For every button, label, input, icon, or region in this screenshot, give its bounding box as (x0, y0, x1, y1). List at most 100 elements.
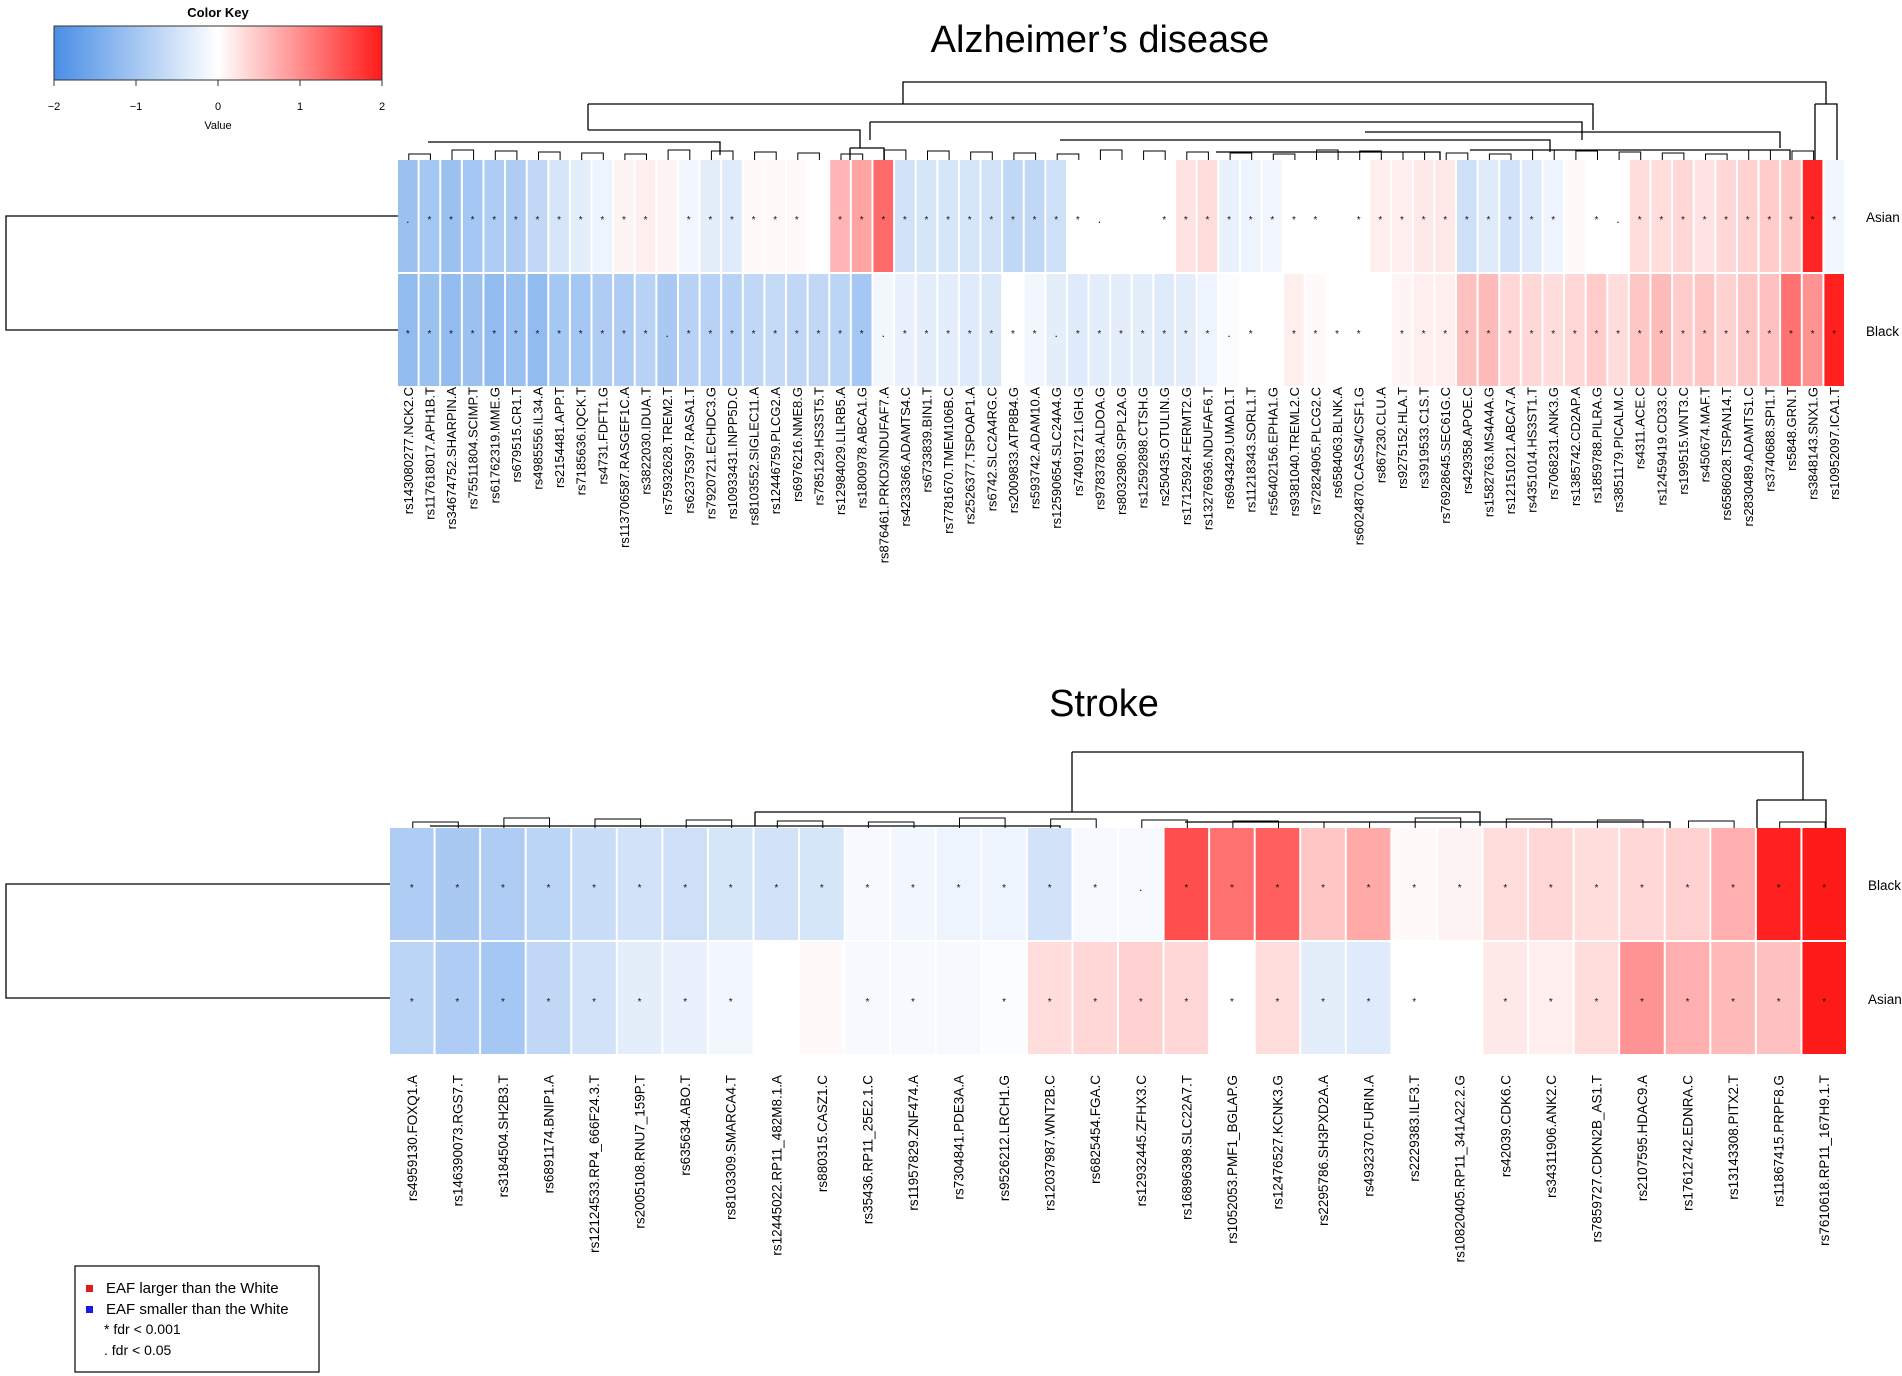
alz-leaf-branch (1791, 150, 1815, 160)
alz-column-label: rs4351014.HS3ST1.T (1525, 387, 1540, 513)
alz-significance-mark: * (1595, 329, 1599, 340)
stroke-column-label: rs2005108.RNU7_159P.T (633, 1075, 648, 1229)
alz-significance-mark: * (752, 215, 756, 226)
alz-significance-mark: * (1746, 329, 1750, 340)
alz-leaf-branch (1229, 152, 1253, 160)
stroke-significance-mark: . (1139, 880, 1142, 894)
alz-significance-mark: * (1205, 329, 1209, 340)
stroke-significance-mark: * (1367, 883, 1371, 894)
alz-cell (1651, 160, 1672, 272)
alz-cell (916, 274, 937, 386)
stroke-significance-mark: * (1731, 883, 1735, 894)
stroke-significance-mark: * (1549, 997, 1553, 1008)
alz-cell (959, 274, 980, 386)
stroke-significance-mark: * (1549, 883, 1553, 894)
stroke-cell (390, 828, 434, 940)
alz-column-label: rs3919533.C1S.T (1417, 387, 1432, 489)
stroke-significance-mark: * (1321, 883, 1325, 894)
stroke-column-label: rs12037987.WNT2B.C (1043, 1075, 1058, 1211)
stroke-significance-mark: * (455, 883, 459, 894)
alz-cell (1046, 274, 1066, 386)
stroke-cell (800, 942, 844, 1054)
alz-column-label: rs4311.ACE.C (1633, 387, 1648, 469)
alz-leaf-branch (1575, 150, 1598, 160)
alz-cell (1456, 274, 1477, 386)
stroke-cell (1301, 942, 1345, 1054)
stroke-cell (936, 942, 981, 1054)
alz-cell (657, 274, 677, 386)
alz-cell (635, 274, 656, 386)
alz-column-label: rs12459419.CD33.C (1654, 387, 1669, 506)
alz-cell (1067, 160, 1088, 272)
alz-significance-mark: * (1119, 329, 1123, 340)
stroke-cell (845, 828, 890, 940)
alz-significance-mark: * (903, 215, 907, 226)
alz-leaf-branch (1099, 149, 1123, 160)
alz-significance-mark: * (622, 329, 626, 340)
alz-column-label: rs3851179.PICALM.C (1611, 387, 1626, 513)
alz-column-label: rs72824905.PLCG2.C (1309, 387, 1324, 515)
color-key-title: Color Key (187, 5, 249, 20)
stroke-significance-mark: * (592, 997, 596, 1008)
alz-cell (1348, 160, 1369, 272)
alz-significance-mark: * (860, 215, 864, 226)
alz-significance-mark: * (1530, 329, 1534, 340)
alz-significance-mark: * (1573, 329, 1577, 340)
alzheimers-title: Alzheimer’s disease (931, 19, 1270, 61)
stroke-significance-mark: * (1503, 883, 1507, 894)
stroke-leaf-branch (959, 817, 1006, 828)
alz-significance-mark: * (427, 329, 431, 340)
alz-column-label: rs1582763.MS4A4A.G (1481, 387, 1496, 517)
alz-cell (1586, 274, 1607, 386)
alz-cell (1543, 160, 1564, 272)
alz-column-label: rs450674.MAF.T (1698, 387, 1713, 482)
alz-cell (1413, 160, 1434, 272)
stroke-column-label: rs2295786.SH3PXD2A.A (1316, 1075, 1331, 1226)
alz-column-label: rs250435.OTULIN.G (1157, 387, 1172, 506)
alz-cell (1759, 160, 1780, 272)
alz-significance-mark: * (1465, 329, 1469, 340)
alz-cell (1327, 274, 1347, 386)
alz-cell (441, 274, 461, 386)
alz-significance-mark: * (449, 329, 453, 340)
alz-significance-mark: * (1659, 329, 1663, 340)
stroke-column-label: rs2229383.ILF3.T (1407, 1075, 1422, 1182)
stroke-cell (1620, 942, 1664, 1054)
stroke-column-label: rs16896398.SLC22A7.T (1179, 1075, 1194, 1220)
stroke-cell (1346, 828, 1391, 940)
alz-significance-mark: * (968, 329, 972, 340)
stroke-significance-mark: * (1686, 883, 1690, 894)
stroke-column-label: rs34311906.ANK2.C (1544, 1075, 1559, 1198)
alz-cell (1629, 274, 1650, 386)
alz-column-label: rs3848143.SNX1.G (1806, 387, 1821, 500)
alz-cell (1521, 160, 1542, 272)
alz-cell (1565, 274, 1585, 386)
alz-cell (808, 160, 829, 272)
stroke-significance-mark: * (1002, 997, 1006, 1008)
alz-cell (1435, 160, 1455, 272)
alz-column-label: rs61762319.MME.G (487, 387, 502, 503)
alz-column-label: rs199515.WNT3.C (1676, 387, 1691, 495)
alz-significance-mark: * (1832, 215, 1836, 226)
alz-significance-mark: * (1616, 329, 1620, 340)
alz-cell (398, 160, 418, 272)
alz-significance-mark: * (622, 215, 626, 226)
alz-cell (1176, 160, 1196, 272)
alz-cell (419, 274, 440, 386)
stroke-significance-mark: * (1093, 997, 1097, 1008)
alz-significance-mark: * (1162, 215, 1166, 226)
stroke-cell (663, 942, 707, 1054)
alz-cell (1716, 274, 1736, 386)
alz-significance-mark: . (406, 212, 409, 226)
alz-cell (1219, 160, 1239, 272)
stroke-significance-mark: * (1503, 997, 1507, 1008)
stroke-significance-mark: * (410, 883, 414, 894)
alz-cell (570, 160, 591, 272)
alz-significance-mark: * (1551, 215, 1555, 226)
alz-significance-mark: * (1314, 215, 1318, 226)
stroke-leaf-branch (1141, 819, 1188, 828)
stroke-significance-mark: * (501, 997, 505, 1008)
stroke-cell (800, 828, 844, 940)
alz-significance-mark: * (1378, 215, 1382, 226)
alz-cell (787, 160, 807, 272)
